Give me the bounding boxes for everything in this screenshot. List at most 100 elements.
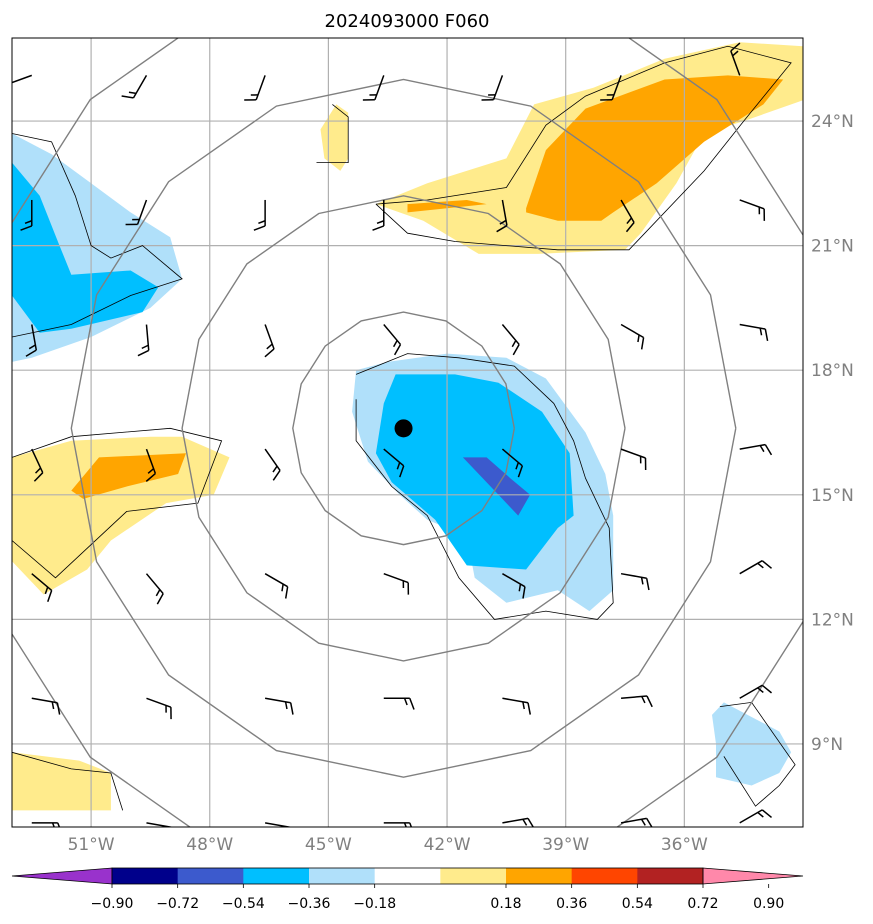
colorbar-swatch-6	[440, 868, 507, 884]
colorbar-label: 0.90	[753, 896, 784, 912]
contour-line-6	[12, 751, 124, 811]
colorbar-swatch-5	[374, 868, 441, 884]
wind-barb-1-5	[620, 199, 635, 233]
wind-barb-1-4	[496, 199, 508, 233]
y-axis-labels: 24°N 21°N 18°N 15°N 12°N 9°N	[811, 112, 854, 755]
contour-line-1	[316, 104, 349, 164]
filled-contours	[12, 42, 803, 811]
x-tick-label: 42°W	[424, 835, 471, 855]
x-tick-label: 39°W	[542, 835, 589, 855]
wind-barb-4-6	[739, 560, 773, 575]
wind-barb-2-1	[137, 324, 150, 357]
range-ring-3	[12, 38, 803, 827]
y-tick-label: 9°N	[811, 735, 843, 755]
wind-barbs	[12, 42, 773, 827]
colorbar-label: −0.90	[91, 896, 134, 912]
wind-barb-6-6	[739, 809, 773, 824]
filled-region-3	[375, 374, 574, 570]
x-axis-labels: 51°W 48°W 45°W 42°W 39°W 36°W	[68, 835, 708, 855]
wind-barb-0-3	[362, 75, 385, 101]
colorbar-label: 0.72	[687, 896, 718, 912]
wind-barb-5-4	[502, 697, 532, 715]
wind-barb-3-1	[145, 448, 157, 482]
colorbar-extend-low	[11, 867, 113, 885]
wind-barb-4-0	[31, 573, 53, 602]
y-tick-label: 18°N	[811, 361, 854, 381]
gridlines	[12, 38, 803, 827]
storm-center-marker	[394, 419, 413, 438]
wind-barb-2-5	[620, 323, 645, 350]
colorbar: −0.90 −0.72 −0.54 −0.36 −0.18 0.18 0.36 0.54 0.7…	[11, 867, 804, 912]
x-tick-label: 51°W	[68, 835, 115, 855]
wind-barb-2-2	[264, 324, 275, 358]
contour-line-5	[719, 701, 796, 807]
contour-line-3	[12, 427, 223, 579]
wind-barb-5-3	[383, 697, 415, 710]
range-ring-2	[70, 78, 737, 778]
range-ring-1	[181, 195, 626, 662]
colorbar-swatch-7	[506, 868, 573, 884]
colorbar-swatch-8	[571, 868, 638, 884]
range-rings	[12, 38, 803, 827]
wind-barb-3-3	[383, 448, 405, 478]
filled-region-8	[526, 75, 784, 221]
colorbar-swatch-1	[112, 868, 179, 884]
wind-barb-2-3	[383, 324, 402, 356]
x-tick-label: 45°W	[305, 835, 352, 855]
x-tick-label: 48°W	[186, 835, 233, 855]
plot-area	[12, 38, 803, 827]
wind-barb-0-6	[730, 42, 741, 76]
wind-barb-6-3	[383, 822, 413, 827]
wind-barb-5-6	[739, 684, 773, 699]
wind-barb-0-4	[481, 75, 504, 101]
wind-barb-2-4	[501, 324, 520, 356]
wind-barb-4-2	[264, 573, 289, 599]
contour-lines	[12, 45, 796, 811]
wind-barb-4-4	[502, 573, 526, 599]
wind-barb-5-2	[264, 697, 294, 715]
colorbar-label: −0.72	[156, 896, 199, 912]
filled-region-1	[12, 162, 159, 333]
colorbar-label: −0.36	[288, 896, 331, 912]
wind-barb-2-0	[25, 324, 38, 357]
wind-barb-0-5	[600, 75, 622, 101]
wind-barb-3-5	[620, 448, 647, 471]
wind-barb-1-1	[125, 199, 148, 226]
contour-line-4	[355, 353, 614, 620]
wind-barb-4-5	[620, 572, 650, 591]
wind-barb-0-2	[244, 75, 266, 101]
colorbar-label: −0.54	[222, 896, 265, 912]
chart-title: 2024093000 F060	[325, 11, 490, 32]
wind-barb-4-3	[383, 572, 410, 595]
wind-barb-0-1	[121, 74, 148, 99]
colorbar-swatch-2	[177, 868, 244, 884]
wind-barb-2-6	[739, 323, 769, 341]
wind-barb-5-5	[621, 695, 653, 708]
wind-barb-3-0	[31, 448, 44, 482]
wind-barb-6-0	[31, 822, 61, 827]
y-tick-label: 12°N	[811, 610, 854, 630]
wind-barb-1-2	[253, 199, 266, 231]
wind-barb-1-6	[739, 199, 766, 221]
colorbar-label: −0.18	[353, 896, 396, 912]
colorbar-frame	[111, 867, 704, 885]
y-tick-label: 15°N	[811, 486, 854, 506]
y-tick-label: 21°N	[811, 237, 854, 257]
wind-barb-3-2	[264, 448, 281, 481]
wind-barb-0-0	[12, 74, 33, 84]
x-tick-label: 36°W	[661, 835, 708, 855]
wind-barb-3-4	[501, 448, 524, 478]
colorbar-label: 0.54	[622, 896, 653, 912]
contour-line-2	[375, 45, 792, 251]
colorbar-swatch-4	[309, 868, 376, 884]
filled-region-12	[12, 752, 111, 811]
wind-barb-1-0	[20, 199, 33, 231]
wind-barb-3-6	[739, 443, 773, 456]
range-ring-0	[292, 311, 515, 546]
wind-barb-1-3	[372, 199, 385, 231]
colorbar-label: 0.36	[556, 896, 587, 912]
y-tick-label: 24°N	[811, 112, 854, 132]
wind-barb-4-1	[145, 573, 164, 605]
filled-region-10	[71, 453, 186, 499]
